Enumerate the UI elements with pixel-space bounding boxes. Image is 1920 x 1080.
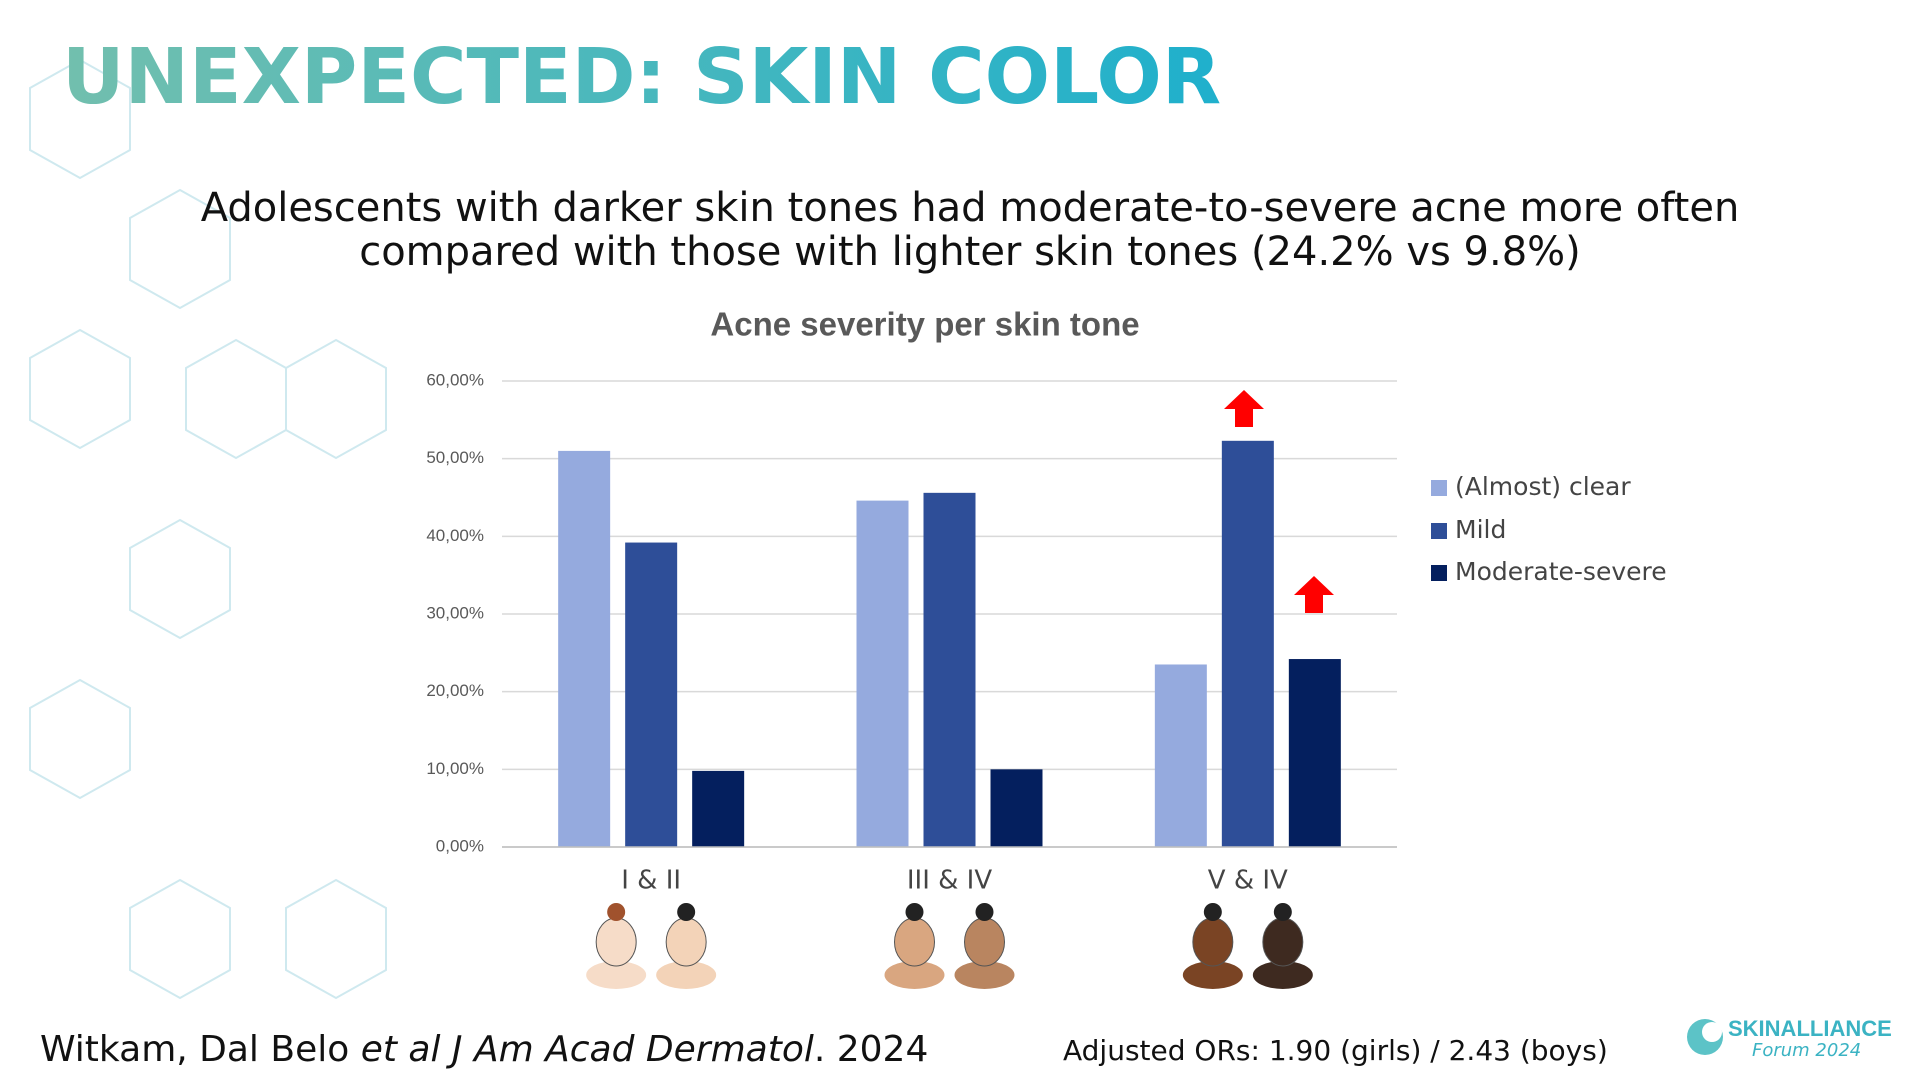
background-hexagons — [29, 58, 387, 1000]
faces — [586, 903, 1313, 989]
y-tick-label: 10,00% — [426, 759, 484, 778]
subtitle: compared with those with lighter skin to… — [359, 229, 1581, 275]
bar — [856, 500, 909, 847]
face-shoulders — [1252, 961, 1313, 989]
bar — [990, 769, 1043, 847]
face-shoulders — [656, 961, 717, 989]
citation: Witkam, Dal Belo et al J Am Acad Dermato… — [40, 1029, 928, 1070]
slide-title: UNEXPECTED: SKIN COLOR — [62, 33, 1221, 122]
y-tick-label: 60,00% — [426, 370, 484, 389]
face — [1262, 917, 1304, 967]
face — [665, 917, 707, 967]
citation-part: J Am Acad Dermatol — [440, 1029, 813, 1070]
bar — [1154, 664, 1207, 847]
face-hair — [1273, 903, 1292, 921]
y-tick-label: 50,00% — [426, 448, 484, 467]
face-hair — [607, 903, 626, 921]
logo-icon — [1702, 1022, 1722, 1042]
legend-label: Mild — [1455, 515, 1506, 544]
bar — [923, 492, 976, 847]
legend-label: (Almost) clear — [1455, 472, 1631, 501]
face-hair — [1203, 903, 1222, 921]
arrows — [1224, 390, 1334, 613]
legend-swatch — [1431, 523, 1447, 539]
face-shoulders — [884, 961, 945, 989]
logo-text: Forum 2024 — [1752, 1040, 1861, 1061]
face-shoulders — [1182, 961, 1243, 989]
legend-label: Moderate-severe — [1455, 557, 1667, 586]
subtitle: Adolescents with darker skin tones had m… — [201, 185, 1740, 231]
citation-part: . 2024 — [814, 1029, 929, 1070]
note: Adjusted ORs: 1.90 (girls) / 2.43 (boys) — [1063, 1034, 1608, 1067]
y-tick-label: 40,00% — [426, 526, 484, 545]
citation-part: Witkam, Dal Belo — [40, 1029, 361, 1070]
y-tick-label: 20,00% — [426, 681, 484, 700]
legend-swatch — [1431, 480, 1447, 496]
up-arrow — [1224, 390, 1264, 427]
logo-text: SKINALLIANCE — [1728, 1016, 1892, 1041]
face-hair — [975, 903, 994, 921]
x-tick-label: V & IV — [1208, 866, 1288, 896]
bar — [1288, 659, 1341, 847]
citation-part: et al — [361, 1029, 441, 1070]
y-tick-label: 30,00% — [426, 603, 484, 622]
legend-swatch — [1431, 565, 1447, 581]
face-shoulders — [586, 961, 647, 989]
up-arrow — [1294, 576, 1334, 613]
bar — [558, 450, 611, 847]
bar — [1221, 440, 1274, 847]
face — [964, 917, 1005, 967]
face-hair — [905, 903, 924, 921]
y-tick-label: 0,00% — [436, 836, 484, 855]
face-hair — [677, 903, 696, 921]
face — [595, 917, 637, 967]
face — [1192, 917, 1234, 967]
face — [894, 917, 935, 967]
x-tick-label: I & II — [621, 866, 681, 896]
logo: SKINALLIANCE Forum 2024 — [1687, 1016, 1892, 1061]
bar — [692, 770, 745, 847]
x-tick-label: III & IV — [907, 866, 992, 896]
face-shoulders — [954, 961, 1015, 989]
bar — [625, 542, 678, 847]
chart-title: Acne severity per skin tone — [710, 306, 1139, 343]
